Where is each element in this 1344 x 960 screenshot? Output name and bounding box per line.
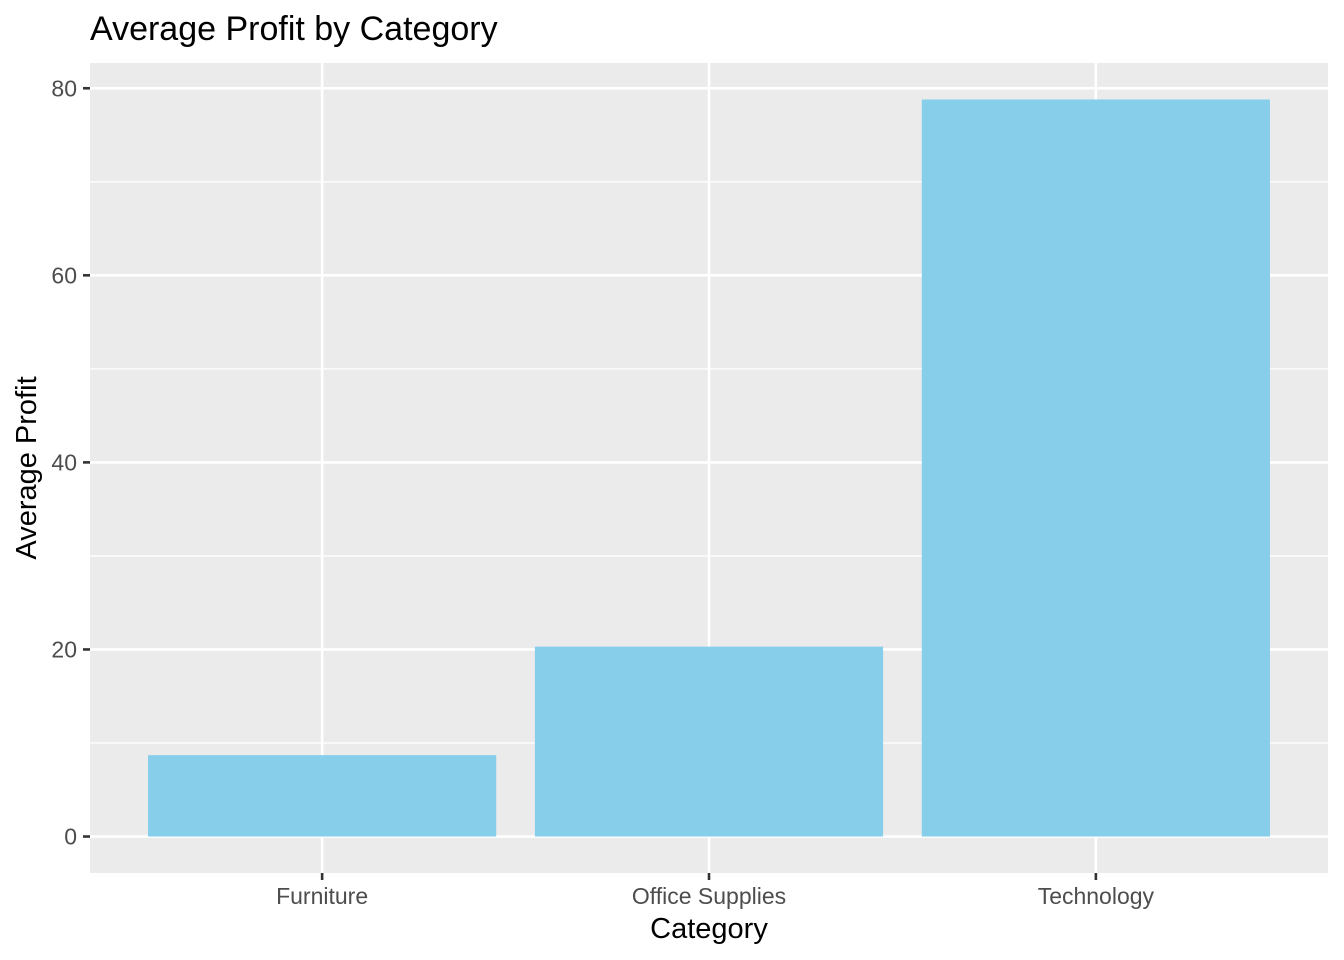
- x-axis: Furniture Office Supplies Technology: [276, 873, 1155, 909]
- y-tick-label: 60: [51, 262, 77, 288]
- y-axis-title: Average Profit: [11, 376, 43, 559]
- bar-office-supplies: [534, 646, 884, 837]
- y-tick-label: 0: [64, 824, 77, 850]
- x-tick-label: Furniture: [276, 883, 368, 909]
- bar-technology: [921, 99, 1270, 837]
- x-axis-title: Category: [650, 913, 768, 945]
- bars: [148, 99, 1270, 837]
- y-tick-label: 40: [51, 449, 77, 475]
- bar-furniture: [148, 755, 497, 837]
- y-tick-label: 20: [51, 636, 77, 662]
- x-tick-label: Office Supplies: [632, 883, 786, 909]
- y-tick-label: 80: [51, 75, 77, 101]
- y-axis: 0 20 40 60 80: [51, 75, 90, 850]
- x-tick-label: Technology: [1038, 883, 1155, 909]
- chart-title: Average Profit by Category: [90, 10, 498, 48]
